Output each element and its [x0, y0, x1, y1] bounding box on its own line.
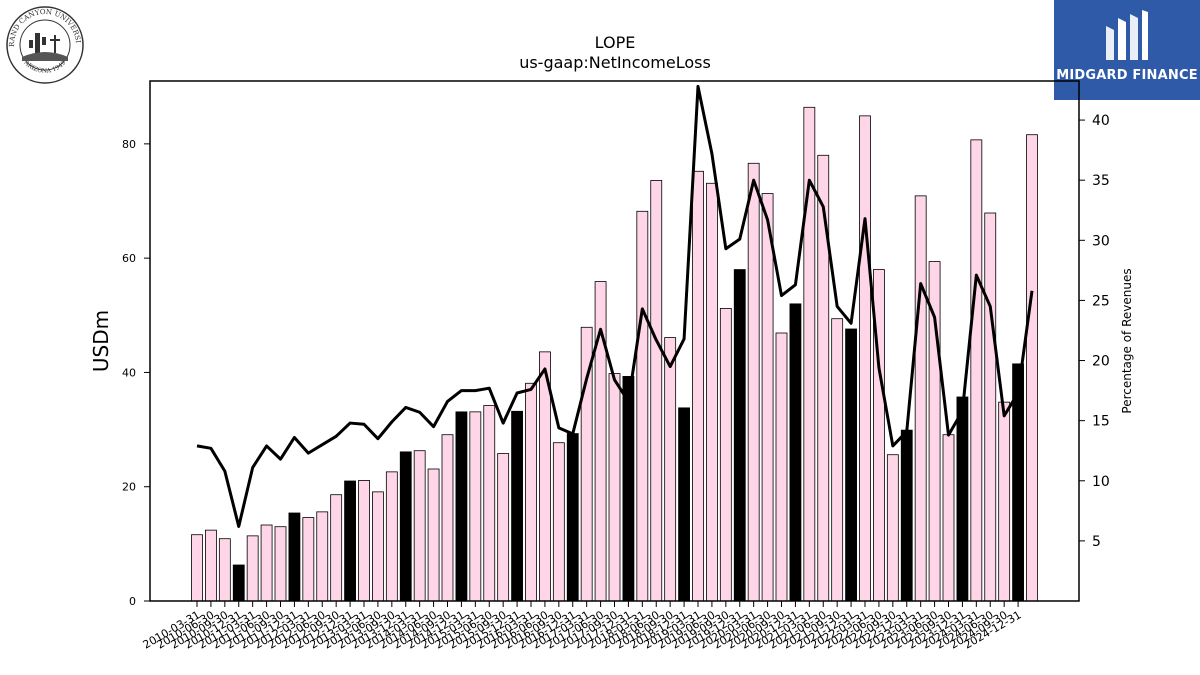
bar: [706, 182, 718, 602]
bar: [747, 162, 760, 602]
bar: [775, 332, 788, 602]
chart-subtitle: us-gaap:NetIncomeLoss: [519, 53, 711, 72]
bar: [886, 454, 899, 602]
y-axis-left: 0 20 40 60 80: [122, 138, 150, 608]
bar: [413, 450, 426, 602]
bars-layer: [191, 106, 1038, 602]
bar: [608, 373, 621, 602]
bar: [789, 303, 802, 602]
bar: [914, 195, 927, 602]
bar: [733, 269, 746, 602]
bar: [497, 453, 510, 602]
bar: [984, 212, 997, 602]
bar: [274, 526, 287, 602]
bar: [191, 534, 203, 602]
bar: [344, 480, 356, 602]
bar: [399, 451, 412, 602]
bar: [455, 411, 468, 602]
bar: [956, 396, 969, 602]
bar: [859, 115, 871, 602]
bar: [817, 154, 830, 602]
bar: [525, 382, 537, 602]
bar: [636, 210, 649, 602]
bar: [900, 429, 913, 602]
bar: [427, 468, 440, 602]
y-axis-label: USDm: [89, 310, 113, 372]
bar: [664, 337, 677, 602]
bar: [692, 170, 704, 602]
bar: [552, 442, 565, 602]
grand-canyon-university-logo: GRAND CANYON UNIVERSITY ARIZONA 1949: [2, 0, 85, 85]
bar: [246, 535, 259, 602]
line-layer: [196, 84, 1034, 528]
bar: [678, 407, 690, 602]
x-axis: 2010-03-312010-06-302010-09-302010-12-31…: [141, 601, 1024, 652]
bar: [260, 524, 273, 602]
y-tick-label: 20: [122, 481, 136, 494]
y2-tick-label: 20: [1092, 354, 1110, 370]
bar: [385, 471, 398, 602]
bar: [761, 193, 774, 602]
y2-tick-label: 5: [1092, 534, 1101, 550]
bar: [469, 411, 482, 602]
bar: [218, 538, 231, 602]
bar: [831, 318, 844, 602]
bar: [302, 517, 315, 602]
bar: [232, 564, 245, 602]
y-tick-label: 60: [122, 252, 136, 265]
y-tick-label: 0: [129, 595, 136, 608]
bar: [511, 410, 523, 602]
bar: [719, 308, 732, 602]
bar: [316, 511, 329, 602]
bar: [330, 494, 343, 602]
bar: [372, 491, 384, 602]
y2-tick-label: 10: [1092, 474, 1110, 490]
bar: [288, 512, 301, 602]
y2-tick-label: 30: [1092, 233, 1110, 249]
bar: [205, 529, 217, 602]
bar: [942, 434, 955, 602]
bar: [845, 328, 857, 602]
bar: [970, 139, 983, 602]
midgard-finance-name: MIDGARD FINANCE: [1056, 68, 1198, 83]
chart-title: LOPE: [595, 33, 636, 52]
bar: [566, 433, 579, 602]
y2-tick-label: 15: [1092, 414, 1110, 430]
percentage-of-revenues-line: [196, 84, 1034, 528]
bar: [650, 180, 663, 602]
y2-tick-label: 40: [1092, 113, 1110, 129]
y2-tick-label: 35: [1092, 173, 1110, 189]
y-tick-label: 80: [122, 138, 136, 151]
midgard-finance-icon: [1106, 10, 1148, 60]
y-tick-label: 40: [122, 366, 136, 379]
bar: [928, 261, 941, 602]
y-axis-right: 5 10 15 20 25 30 35 40: [1079, 113, 1110, 550]
bar: [358, 480, 370, 602]
bar: [441, 434, 454, 602]
y2-tick-label: 25: [1092, 293, 1110, 309]
bar: [483, 405, 496, 602]
bar: [622, 376, 635, 602]
bar: [998, 401, 1011, 602]
y2-axis-label: Percentage of Revenues: [1120, 268, 1134, 413]
bar: [1026, 134, 1038, 602]
